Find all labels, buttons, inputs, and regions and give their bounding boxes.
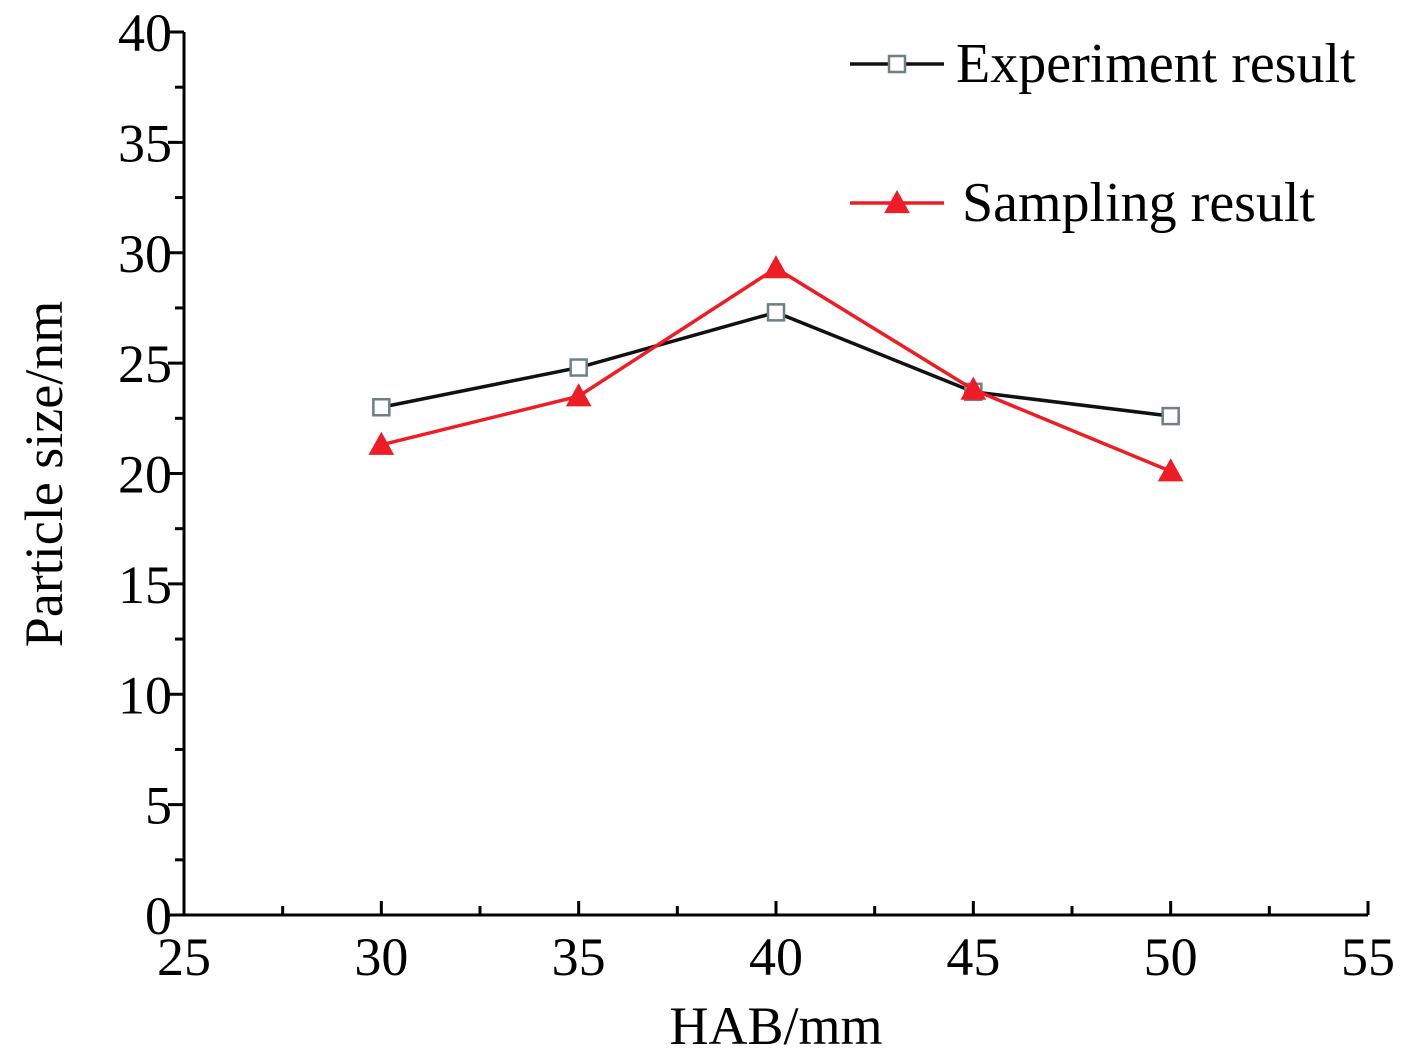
x-tick-label: 40 xyxy=(749,927,803,987)
data-point xyxy=(763,255,789,279)
y-tick-label: 10 xyxy=(118,665,172,725)
x-tick-label: 50 xyxy=(1144,927,1198,987)
series-line xyxy=(380,266,1172,473)
axes: 0 5 10 15 20 25 30 35 40 25 30 35 40 45 50 55 xyxy=(118,3,1395,987)
legend-label: Experiment result xyxy=(956,33,1356,95)
series-line xyxy=(380,310,1171,418)
legend-item: Experiment result xyxy=(850,33,1356,95)
legend: Experiment result Sampling result xyxy=(850,33,1356,234)
x-tick-label: 25 xyxy=(157,927,211,987)
legend-label: Sampling result xyxy=(962,172,1316,234)
data-point xyxy=(1157,458,1184,482)
legend-swatch-marker xyxy=(884,189,910,214)
y-tick-label: 40 xyxy=(118,3,172,63)
y-tick-label: 5 xyxy=(145,776,172,836)
series-sampling xyxy=(368,255,1184,482)
data-point xyxy=(368,431,395,455)
x-tick-label: 55 xyxy=(1341,927,1395,987)
x-tick-label: 35 xyxy=(552,927,606,987)
x-tick-label: 30 xyxy=(354,927,408,987)
data-point xyxy=(1161,406,1180,426)
data-point xyxy=(372,398,391,417)
y-tick-label: 0 xyxy=(145,886,172,946)
y-tick-label: 15 xyxy=(118,555,172,615)
series-layer xyxy=(368,255,1184,482)
x-axis-label: HAB/mm xyxy=(669,996,882,1054)
data-point xyxy=(766,303,786,322)
legend-item: Sampling result xyxy=(850,172,1316,234)
y-tick-label: 30 xyxy=(118,224,172,284)
data-point xyxy=(569,358,588,377)
data-point xyxy=(960,376,987,400)
y-tick-label: 25 xyxy=(118,334,172,394)
x-tick-label: 45 xyxy=(946,927,1000,987)
y-axis-label: Particle size/nm xyxy=(14,301,74,647)
series-experiment xyxy=(372,303,1180,426)
data-point xyxy=(565,383,592,407)
legend-swatch-marker xyxy=(887,54,907,74)
y-tick-label: 20 xyxy=(118,445,172,505)
y-tick-label: 35 xyxy=(118,113,172,173)
